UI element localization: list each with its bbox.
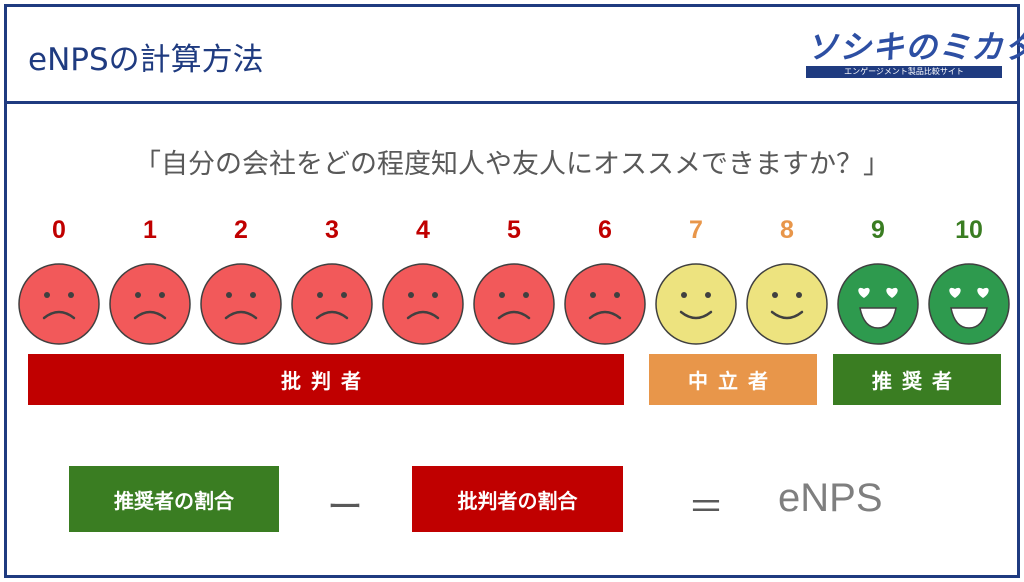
score-label: 1 [143,216,157,244]
sad-face-icon [18,263,100,345]
header-divider [4,101,1020,104]
smile-face-icon [655,263,737,345]
sad-face-icon [382,263,464,345]
score-label: 7 [689,216,703,244]
score-label: 0 [52,216,66,244]
score-label: 8 [780,216,794,244]
score-label: 9 [871,216,885,244]
logo: ソシキのミカタ エンゲージメント製品比較サイト [806,22,1024,80]
smile-face-icon [746,263,828,345]
heart-eyes-face-icon [928,263,1010,345]
critic-band: 批判者 [28,354,624,405]
score-label: 2 [234,216,248,244]
sad-face-icon [291,263,373,345]
sad-face-icon [200,263,282,345]
neutral-band: 中立者 [649,354,817,405]
score-scale: 0 1 2 3 4 5 6 7 8 9 10 [0,216,1024,346]
score-label: 3 [325,216,339,244]
critic-ratio-box: 批判者の割合 [412,466,623,532]
score-label: 6 [598,216,612,244]
equals-sign: ＝ [688,487,725,528]
logo-bar [806,66,1002,78]
sad-face-icon [109,263,191,345]
promoter-band: 推奨者 [833,354,1001,405]
logo-subtitle: エンゲージメント製品比較サイト [844,67,964,76]
page-title: eNPSの計算方法 [28,42,264,78]
score-label: 10 [955,216,983,244]
enps-result: eNPS [778,476,883,520]
score-label: 5 [507,216,521,244]
heart-eyes-face-icon [837,263,919,345]
promoter-ratio-box: 推奨者の割合 [69,466,279,532]
score-label: 4 [416,216,430,244]
survey-question: 「自分の会社をどの程度知人や友人にオススメできますか？」 [134,149,890,180]
logo-text: ソシキのミカタ [806,28,1024,66]
sad-face-icon [564,263,646,345]
minus-sign: ー [327,487,364,528]
sad-face-icon [473,263,555,345]
